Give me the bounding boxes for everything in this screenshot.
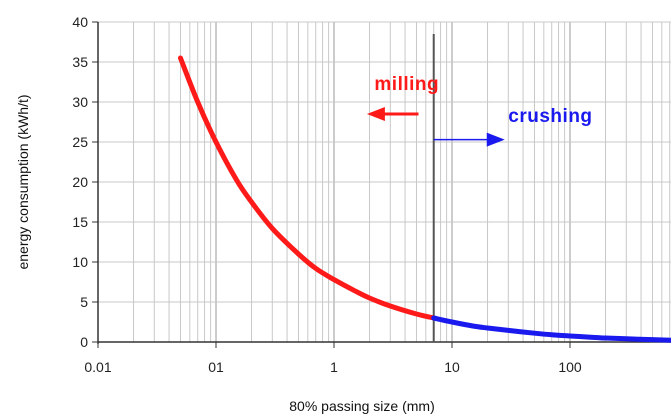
x-tick-label: 01 xyxy=(208,359,224,375)
y-axis-label: energy consumption (kWh/t) xyxy=(15,94,31,269)
tick-labels: 0 5 10 15 20 25 30 35 40 0.01 01 1 10 100 xyxy=(72,14,581,375)
x-tick-label: 1 xyxy=(330,359,338,375)
x-tick-label: 100 xyxy=(558,359,582,375)
x-axis-label: 80% passing size (mm) xyxy=(289,398,435,414)
annotation-crushing: crushing xyxy=(508,106,592,127)
y-tick-label: 20 xyxy=(72,174,88,190)
y-tick-label: 10 xyxy=(72,254,88,270)
x-tick-label: 10 xyxy=(444,359,460,375)
annotation-milling: milling xyxy=(374,74,439,95)
y-tick-label: 5 xyxy=(80,294,88,310)
y-tick-label: 25 xyxy=(72,134,88,150)
y-tick-label: 30 xyxy=(72,94,88,110)
annotations: milling crushing xyxy=(366,74,592,147)
x-tick-label: 0.01 xyxy=(84,359,111,375)
arrowhead-crushing xyxy=(486,132,505,147)
arrowhead-milling xyxy=(366,107,385,121)
grid xyxy=(97,21,671,343)
series xyxy=(177,55,671,343)
y-tick-label: 40 xyxy=(72,14,88,30)
y-tick-label: 15 xyxy=(72,214,88,230)
axes xyxy=(97,22,671,344)
series-line-milling xyxy=(177,55,437,321)
y-tick-label: 35 xyxy=(72,54,88,70)
series-line-crushing xyxy=(431,315,671,343)
y-tick-label: 0 xyxy=(80,334,88,350)
